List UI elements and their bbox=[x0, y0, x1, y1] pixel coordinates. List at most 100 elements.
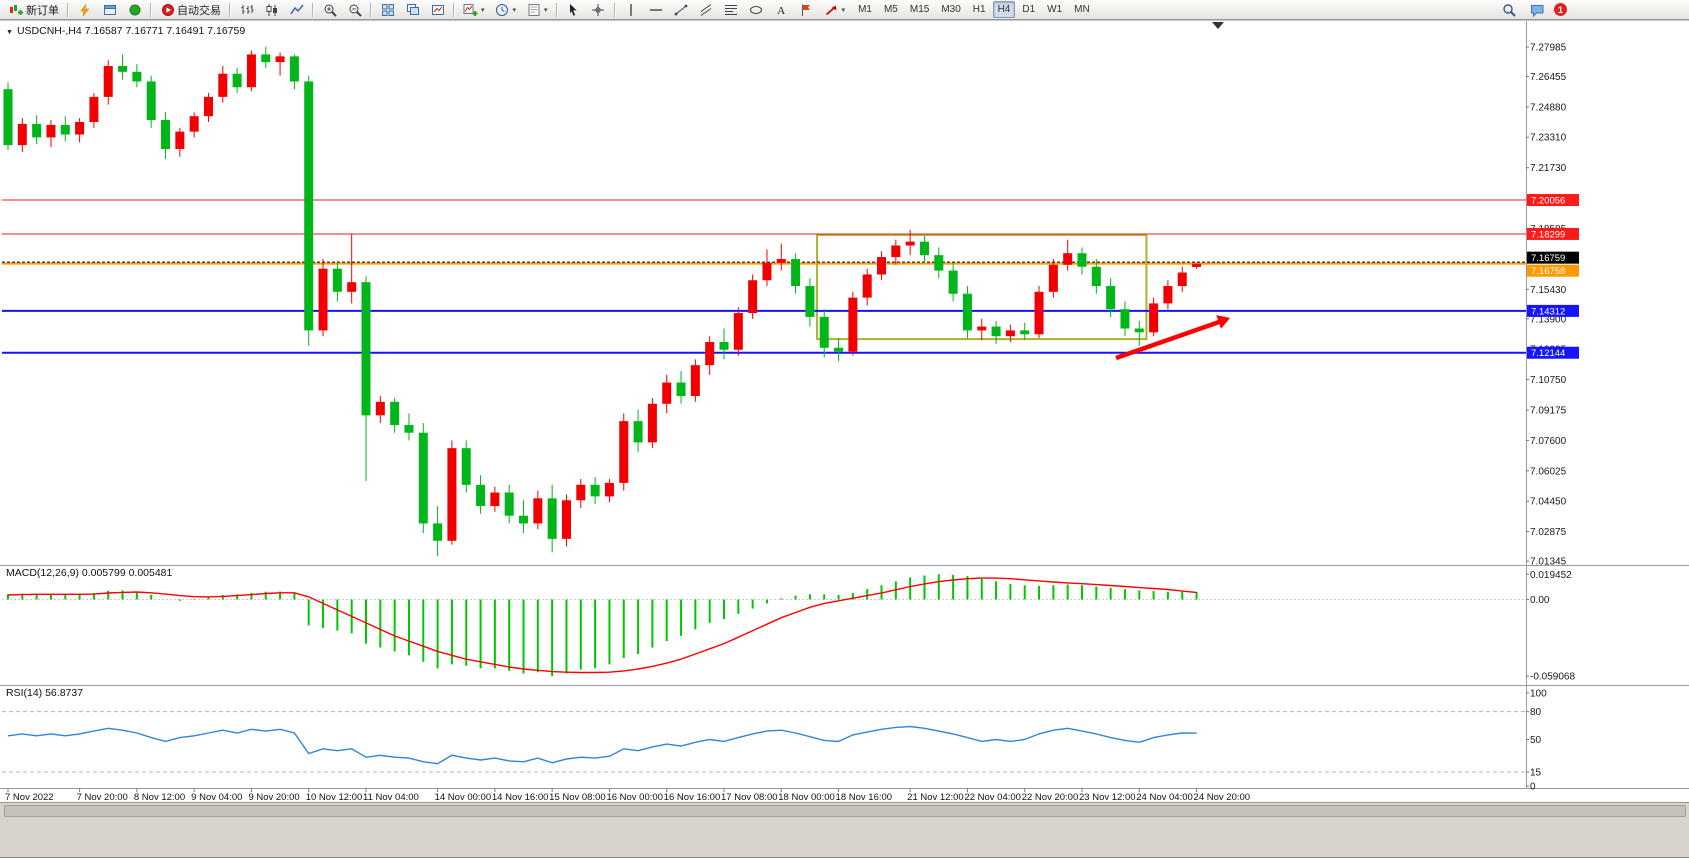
timeframe-m15-button[interactable]: M15 bbox=[905, 1, 934, 18]
periods-button[interactable]: ▾ bbox=[491, 1, 521, 18]
window-icon bbox=[102, 3, 117, 17]
autotrade-button-label: 自动交易 bbox=[177, 4, 221, 17]
timeframe-h1-button[interactable]: H1 bbox=[968, 1, 991, 18]
line-chart-button[interactable] bbox=[285, 1, 308, 18]
hline-price-label: 7.18299 bbox=[1527, 227, 1579, 240]
svg-text:7.09175: 7.09175 bbox=[1530, 406, 1567, 417]
chart-search-button[interactable] bbox=[1497, 1, 1520, 18]
svg-text:24 Nov 20:00: 24 Nov 20:00 bbox=[1194, 792, 1251, 802]
svg-text:14 Nov 16:00: 14 Nov 16:00 bbox=[492, 792, 549, 802]
svg-text:23 Nov 12:00: 23 Nov 12:00 bbox=[1079, 792, 1136, 802]
dropdown-caret-icon: ▾ bbox=[841, 6, 846, 14]
indicators-button[interactable]: ▾ bbox=[459, 1, 489, 18]
channel-icon bbox=[699, 3, 714, 17]
trendline-icon bbox=[674, 3, 689, 17]
timeframe-m1-button[interactable]: M1 bbox=[853, 1, 877, 18]
svg-text:17 Nov 08:00: 17 Nov 08:00 bbox=[721, 792, 778, 802]
autotrade-icon bbox=[160, 3, 175, 17]
tile-windows-button[interactable] bbox=[376, 1, 399, 18]
vline-icon bbox=[624, 3, 639, 17]
toolbar-separator bbox=[150, 2, 152, 17]
arrows-button[interactable]: ▾ bbox=[820, 1, 850, 18]
timeframe-d1-button[interactable]: D1 bbox=[1017, 1, 1040, 18]
chart-shift-marker bbox=[1212, 22, 1224, 29]
label-button[interactable] bbox=[795, 1, 818, 18]
track-chart-button[interactable] bbox=[426, 1, 449, 18]
trendline-button[interactable] bbox=[670, 1, 693, 18]
autotrade-button[interactable]: 自动交易 bbox=[156, 1, 225, 18]
flag-icon bbox=[799, 3, 814, 17]
hline-price-label: 7.12144 bbox=[1527, 346, 1579, 359]
arrange-icon bbox=[430, 3, 445, 17]
svg-text:22 Nov 04:00: 22 Nov 04:00 bbox=[964, 792, 1021, 802]
axis-price-labels: 7.20056 7.18299 7.16758 7.14312 7.12144 7.167… bbox=[1527, 194, 1579, 359]
zoom-out-button[interactable] bbox=[343, 1, 366, 18]
window-menu-icon[interactable]: ▼ bbox=[6, 29, 13, 36]
toolbar-separator bbox=[229, 2, 231, 17]
svg-text:9 Nov 20:00: 9 Nov 20:00 bbox=[248, 792, 299, 802]
market-watch-button[interactable] bbox=[73, 1, 96, 18]
vertical-line-button[interactable] bbox=[620, 1, 643, 18]
timeframe-m30-button[interactable]: M30 bbox=[936, 1, 965, 18]
chart-window[interactable]: 7.279857.264557.248807.233107.217307.201… bbox=[0, 20, 1689, 802]
template-icon bbox=[526, 3, 541, 17]
svg-text:7.13900: 7.13900 bbox=[1530, 314, 1567, 325]
data-window-button[interactable] bbox=[98, 1, 121, 18]
chat-button[interactable] bbox=[1526, 1, 1549, 18]
clock-icon bbox=[495, 3, 510, 17]
crosshair-button[interactable] bbox=[587, 1, 610, 18]
lightning-icon bbox=[77, 3, 92, 17]
bars-chart-button[interactable] bbox=[235, 1, 258, 18]
fibonacci-button[interactable] bbox=[720, 1, 743, 18]
svg-text:7.16758: 7.16758 bbox=[1531, 266, 1565, 277]
notifications-badge[interactable]: 1 bbox=[1554, 3, 1567, 16]
indicator-icon bbox=[463, 3, 478, 17]
cursor-button[interactable] bbox=[562, 1, 585, 18]
timeframe-h4-button[interactable]: H4 bbox=[992, 1, 1016, 18]
svg-text:16 Nov 16:00: 16 Nov 16:00 bbox=[664, 792, 721, 802]
zoom-in-button[interactable] bbox=[318, 1, 341, 18]
timeframe-group: M1 M5 M15 M30 H1 H4 D1 W1 MN bbox=[852, 1, 1096, 18]
trend-arrow-annotation bbox=[1115, 315, 1230, 361]
timeframe-w1-button[interactable]: W1 bbox=[1042, 1, 1067, 18]
toolbar-separator bbox=[67, 2, 69, 17]
toolbar-separator bbox=[453, 2, 455, 17]
navigator-button[interactable] bbox=[123, 1, 146, 18]
shapes-button[interactable] bbox=[745, 1, 768, 18]
svg-text:14 Nov 00:00: 14 Nov 00:00 bbox=[435, 792, 492, 802]
toolbar: 新订单 自动交易 ▾ ▾ ▾ A ▾ M1 M5 M15 M30 H1 H4 D1 W1 MN 1 bbox=[0, 0, 1689, 20]
svg-text:7 Nov 20:00: 7 Nov 20:00 bbox=[77, 792, 128, 802]
svg-text:7.27985: 7.27985 bbox=[1530, 43, 1567, 54]
new-order-icon bbox=[9, 3, 24, 17]
toolbar-main-group: 新订单 自动交易 ▾ ▾ ▾ A ▾ M1 M5 M15 M30 H1 H4 D1 W1 MN bbox=[4, 1, 1496, 18]
svg-text:7.06025: 7.06025 bbox=[1530, 466, 1567, 477]
channel-button[interactable] bbox=[695, 1, 718, 18]
svg-text:15 Nov 08:00: 15 Nov 08:00 bbox=[549, 792, 606, 802]
time-axis: 7 Nov 2022 7 Nov 20:00 8 Nov 12:00 9 Nov 04… bbox=[5, 788, 1251, 802]
text-button[interactable]: A bbox=[770, 1, 793, 18]
svg-text:7.07600: 7.07600 bbox=[1530, 436, 1567, 447]
rsi-panel bbox=[2, 711, 1526, 773]
candles-chart-button[interactable] bbox=[260, 1, 283, 18]
timeframe-m5-button[interactable]: M5 bbox=[879, 1, 903, 18]
svg-text:18 Nov 00:00: 18 Nov 00:00 bbox=[778, 792, 835, 802]
fibo-icon bbox=[724, 3, 739, 17]
svg-text:100: 100 bbox=[1530, 689, 1547, 700]
svg-text:7.15430: 7.15430 bbox=[1530, 285, 1567, 296]
svg-text:7.14312: 7.14312 bbox=[1531, 306, 1565, 317]
horizontal-line-button[interactable] bbox=[645, 1, 668, 18]
auto-arrange-button[interactable] bbox=[401, 1, 424, 18]
timeframe-mn-button[interactable]: MN bbox=[1069, 1, 1095, 18]
toolbar-separator bbox=[555, 2, 558, 17]
rsi-line bbox=[7, 725, 1197, 765]
svg-text:50: 50 bbox=[1530, 735, 1542, 746]
chart-canvas[interactable]: 7.279857.264557.248807.233107.217307.201… bbox=[0, 20, 1689, 802]
templates-button[interactable]: ▾ bbox=[522, 1, 552, 18]
svg-text:7.24880: 7.24880 bbox=[1530, 102, 1567, 113]
dropdown-caret-icon: ▾ bbox=[544, 6, 548, 14]
svg-text:A: A bbox=[777, 5, 785, 17]
new-order-button[interactable]: 新订单 bbox=[5, 1, 63, 18]
candles-layer bbox=[3, 46, 1202, 557]
horizontal-scrollbar[interactable] bbox=[4, 805, 1686, 817]
